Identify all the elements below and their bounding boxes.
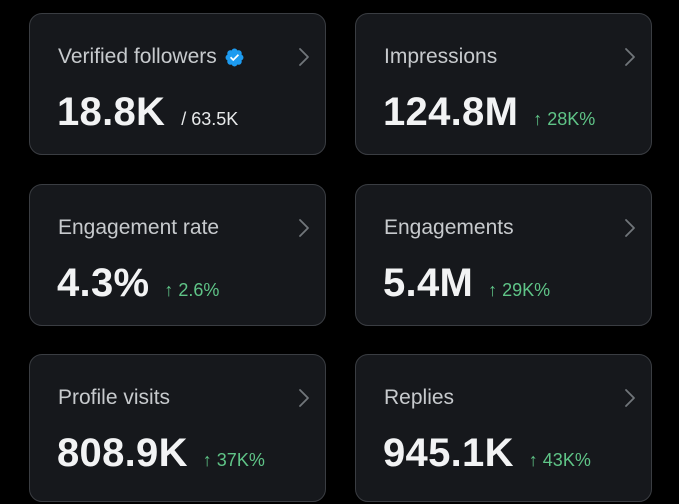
metric-delta: ↑ 43K% [528,450,591,470]
card-title: Engagement rate [58,215,219,241]
card-title: Impressions [384,44,497,70]
card-title-text: Profile visits [58,386,171,409]
chevron-right-icon [625,219,635,237]
metric-row: 945.1K ↑ 43K% [383,430,591,476]
metric-value: 124.8M [383,90,519,134]
card-engagement-rate[interactable]: Engagement rate 4.3% ↑ 2.6% [29,184,326,326]
metric-total: / 63.5K [181,109,239,129]
verified-badge-icon [225,48,244,66]
card-title-text: Impressions [384,45,498,68]
metric-value: 4.3% [57,261,150,305]
chevron-right-icon [299,219,309,237]
chevron-right-icon [299,389,309,407]
chevron-right-icon [625,48,635,66]
card-title-text: Replies [384,386,455,409]
card-impressions[interactable]: Impressions 124.8M ↑ 28K% [355,13,652,155]
card-profile-visits[interactable]: Profile visits 808.9K ↑ 37K% [29,354,326,502]
card-title: Replies [384,385,454,411]
card-title: Engagements [384,215,514,241]
metric-row: 5.4M ↑ 29K% [383,260,550,306]
chevron-right-icon [625,389,635,407]
card-engagements[interactable]: Engagements 5.4M ↑ 29K% [355,184,652,326]
card-title-text: Engagements [384,216,514,239]
card-title: Verified followers [58,44,245,70]
card-title-text: Verified followers [58,45,217,68]
metric-delta: ↑ 28K% [533,109,596,129]
chevron-right-icon [299,48,309,66]
metric-value: 945.1K [383,431,514,475]
card-title-text: Engagement rate [58,216,220,239]
metric-row: 4.3% ↑ 2.6% [57,260,219,306]
card-verified-followers[interactable]: Verified followers 18.8K / 63.5K [29,13,326,155]
metric-delta: ↑ 29K% [488,280,551,300]
metric-value: 5.4M [383,261,474,305]
metric-row: 808.9K ↑ 37K% [57,430,265,476]
metric-delta: ↑ 37K% [202,450,265,470]
metric-delta: ↑ 2.6% [164,280,220,300]
metric-row: 18.8K / 63.5K [57,89,238,135]
metric-value: 808.9K [57,431,188,475]
metric-value: 18.8K [57,90,166,134]
card-replies[interactable]: Replies 945.1K ↑ 43K% [355,354,652,502]
metric-row: 124.8M ↑ 28K% [383,89,595,135]
card-title: Profile visits [58,385,170,411]
